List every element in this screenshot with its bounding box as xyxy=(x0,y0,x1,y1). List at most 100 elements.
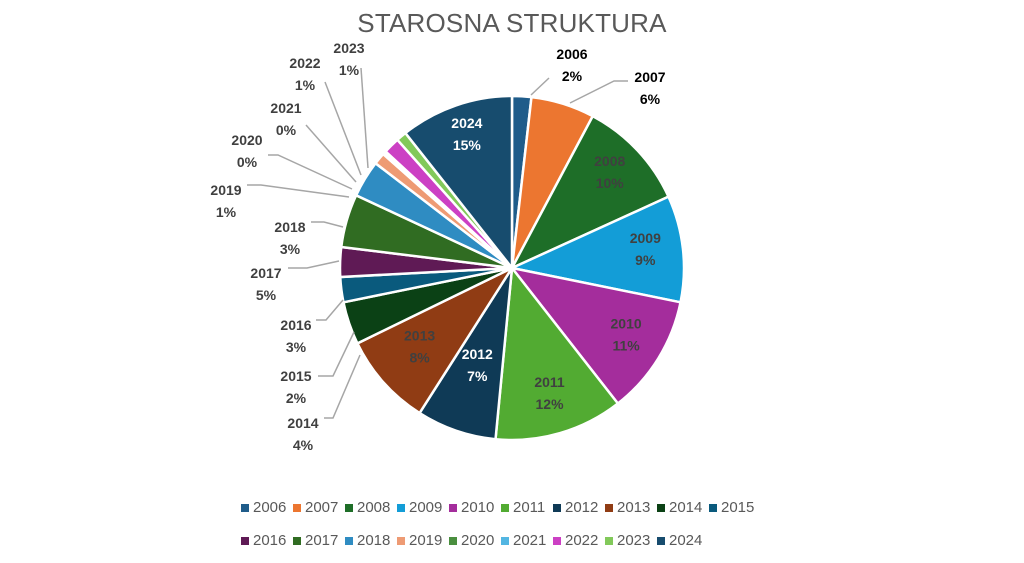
data-label-2017: 2017 5% xyxy=(250,265,281,303)
pie-slice-2008 xyxy=(509,114,671,271)
legend-label: 2023 xyxy=(617,532,650,549)
legend-label: 2015 xyxy=(721,499,754,516)
legend-item-2022: 2022 xyxy=(553,532,598,549)
leader-lines xyxy=(247,67,628,419)
pie-slice-2024 xyxy=(403,94,514,272)
data-label-percent: 8% xyxy=(409,349,430,365)
data-label-category: 2014 xyxy=(287,415,318,431)
data-label-percent: 3% xyxy=(286,339,307,355)
data-label-percent: 1% xyxy=(295,77,316,93)
data-label-category: 2018 xyxy=(274,219,305,235)
legend-item-2014: 2014 xyxy=(657,499,702,516)
leader-line-2015 xyxy=(318,331,355,377)
data-label-2009: 2009 9% xyxy=(630,230,661,268)
legend-item-2019: 2019 xyxy=(397,532,442,549)
data-label-2019: 2019 1% xyxy=(210,182,241,220)
data-label-percent: 1% xyxy=(216,204,237,220)
data-label-2015: 2015 2% xyxy=(280,368,311,406)
data-label-2024: 2024 15% xyxy=(451,115,482,153)
pie-slice-2010 xyxy=(508,266,683,406)
data-label-percent: 9% xyxy=(635,252,656,268)
legend-swatch xyxy=(657,537,665,545)
legend-label: 2009 xyxy=(409,499,442,516)
legend-label: 2006 xyxy=(253,499,286,516)
data-label-category: 2015 xyxy=(280,368,311,384)
legend-label: 2018 xyxy=(357,532,390,549)
data-label-percent: 2% xyxy=(562,68,583,84)
leader-line-2006 xyxy=(530,77,550,96)
legend-label: 2012 xyxy=(565,499,598,516)
data-label-category: 2006 xyxy=(556,46,587,62)
pie-slices xyxy=(338,94,686,442)
legend-swatch xyxy=(709,504,717,512)
legend-swatch xyxy=(449,504,457,512)
legend-item-2006: 2006 xyxy=(241,499,286,516)
data-label-category: 2022 xyxy=(289,55,320,71)
data-label-category: 2007 xyxy=(634,69,665,85)
legend-label: 2013 xyxy=(617,499,650,516)
data-label-category: 2019 xyxy=(210,182,241,198)
legend-label: 2020 xyxy=(461,532,494,549)
legend-swatch xyxy=(501,504,509,512)
slice-labels: 2006 2% 2007 6% 2008 10% 2009 9% 2010 11% 2011 12% 2… xyxy=(210,40,665,453)
legend-label: 2019 xyxy=(409,532,442,549)
legend-item-2008: 2008 xyxy=(345,499,390,516)
data-label-2010: 2010 11% xyxy=(611,316,642,354)
data-label-category: 2009 xyxy=(630,230,661,246)
legend-swatch xyxy=(449,537,457,545)
data-label-category: 2008 xyxy=(594,153,625,169)
legend-item-2013: 2013 xyxy=(605,499,650,516)
legend-label: 2011 xyxy=(513,499,545,516)
legend-swatch xyxy=(605,504,613,512)
leader-line-2021 xyxy=(305,124,357,183)
data-label-category: 2021 xyxy=(270,100,301,116)
data-label-2013: 2013 8% xyxy=(404,327,435,365)
legend-label: 2010 xyxy=(461,499,494,516)
data-label-percent: 15% xyxy=(453,137,482,153)
data-label-2014: 2014 4% xyxy=(287,415,318,453)
data-label-category: 2012 xyxy=(462,346,493,362)
legend-swatch xyxy=(293,537,301,545)
data-label-percent: 2% xyxy=(286,390,307,406)
legend-swatch xyxy=(605,537,613,545)
legend-item-2021: 2021 xyxy=(501,532,546,549)
data-label-2011: 2011 12% xyxy=(534,374,565,412)
legend-label: 2022 xyxy=(565,532,598,549)
legend-item-2015: 2015 xyxy=(709,499,754,516)
legend-swatch xyxy=(345,537,353,545)
legend-swatch xyxy=(397,537,405,545)
data-label-percent: 4% xyxy=(293,437,314,453)
data-label-2008: 2008 10% xyxy=(594,153,625,191)
pie-slice-2013 xyxy=(355,264,516,415)
legend-item-2017: 2017 xyxy=(293,532,338,549)
data-label-percent: 12% xyxy=(536,396,565,412)
legend-label: 2024 xyxy=(669,532,702,549)
legend-item-2012: 2012 xyxy=(553,499,598,516)
leader-line-2016 xyxy=(316,299,344,321)
data-label-2021: 2021 0% xyxy=(270,100,301,138)
pie-slice-2011 xyxy=(494,264,620,442)
data-label-category: 2010 xyxy=(611,316,642,332)
legend-swatch xyxy=(241,504,249,512)
data-label-category: 2017 xyxy=(250,265,281,281)
data-label-percent: 3% xyxy=(280,241,301,257)
data-label-category: 2023 xyxy=(333,40,364,56)
data-label-2012: 2012 7% xyxy=(462,346,493,384)
legend-item-2024: 2024 xyxy=(657,532,702,549)
data-label-2007: 2007 6% xyxy=(634,69,665,107)
legend-item-2009: 2009 xyxy=(397,499,442,516)
leader-line-2018 xyxy=(311,221,344,228)
data-label-percent: 6% xyxy=(640,91,661,107)
legend-item-2016: 2016 xyxy=(241,532,286,549)
legend-item-2010: 2010 xyxy=(449,499,494,516)
data-label-2020: 2020 0% xyxy=(231,132,262,170)
legend: 2006 2007 2008 2009 2010 2011 2012 2013 2014 2015… xyxy=(241,499,754,549)
legend-swatch xyxy=(293,504,301,512)
legend-swatch xyxy=(553,504,561,512)
data-label-category: 2016 xyxy=(280,317,311,333)
leader-line-2014 xyxy=(324,354,361,419)
leader-line-2022 xyxy=(324,81,362,176)
legend-item-2007: 2007 xyxy=(293,499,338,516)
data-label-percent: 1% xyxy=(339,62,360,78)
